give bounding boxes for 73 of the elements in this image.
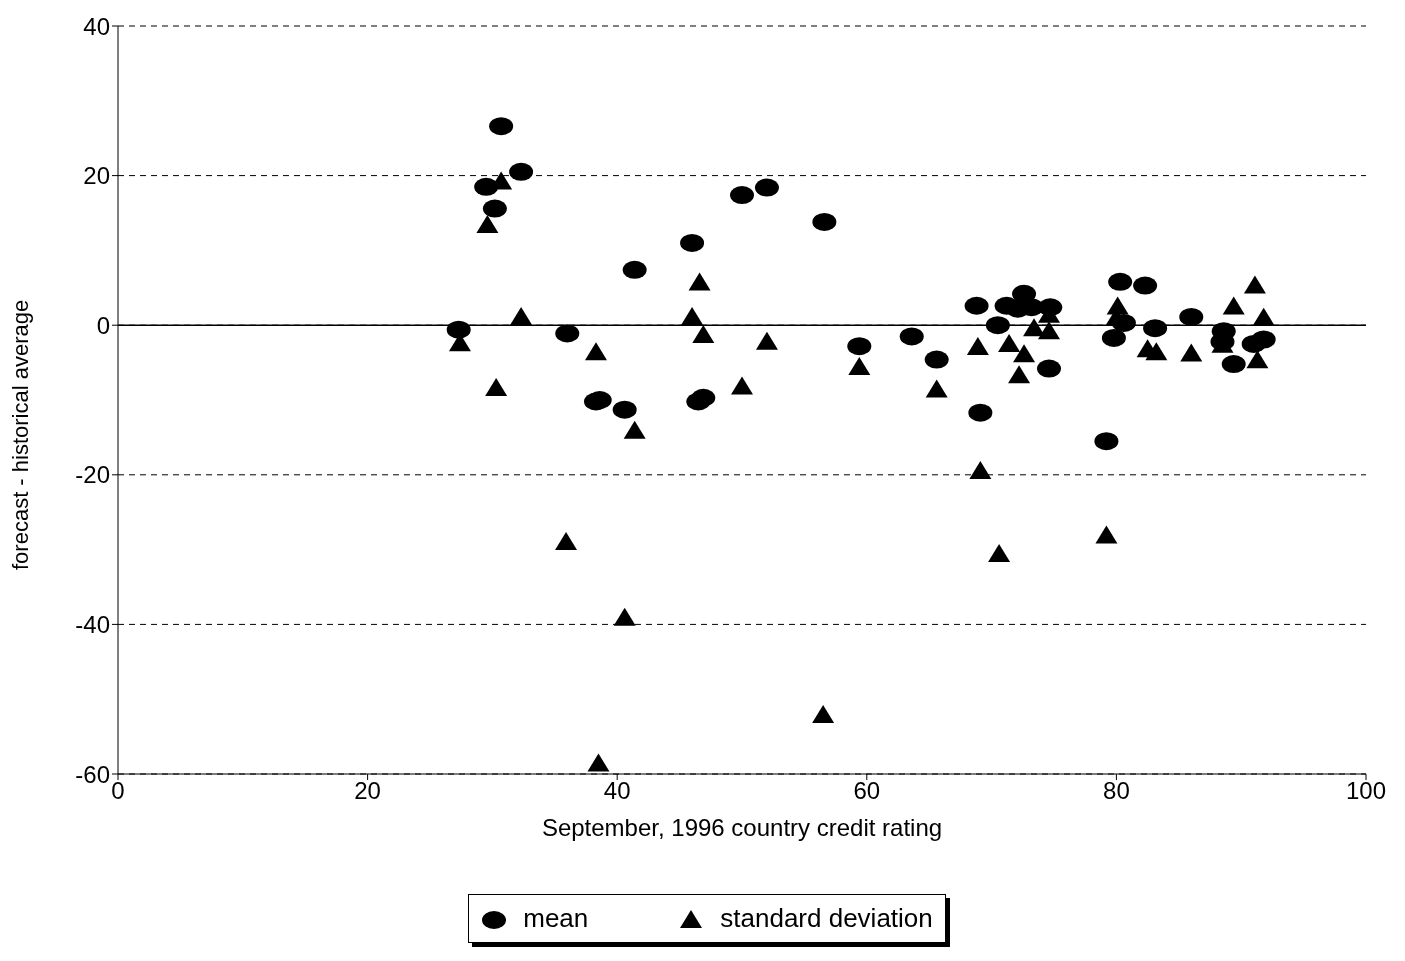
point <box>1108 272 1133 291</box>
x-axis-title: September, 1996 country credit rating <box>541 814 943 841</box>
point <box>613 607 636 626</box>
y-tick-label: -40 <box>75 610 110 638</box>
point <box>446 320 471 339</box>
point <box>476 214 499 233</box>
x-tick-label: 80 <box>1103 777 1130 805</box>
point <box>510 306 533 325</box>
point <box>623 420 646 439</box>
point <box>612 400 637 419</box>
y-tick-label: -60 <box>75 760 110 788</box>
y-tick-label: 20 <box>83 162 110 190</box>
legend-label: standard deviation <box>720 903 933 934</box>
legend-label: mean <box>523 903 589 934</box>
point <box>1246 350 1269 369</box>
point <box>925 379 948 398</box>
point <box>998 333 1021 352</box>
point <box>812 212 837 231</box>
point <box>555 532 578 551</box>
point <box>1222 296 1245 315</box>
point <box>899 327 924 346</box>
point <box>688 272 711 291</box>
point <box>482 199 507 218</box>
point <box>988 544 1011 563</box>
point <box>731 376 753 395</box>
point <box>1013 344 1036 363</box>
x-tick-label: 40 <box>603 777 631 805</box>
y-tick-label: 40 <box>83 12 110 40</box>
point <box>968 403 993 422</box>
point <box>1251 330 1276 349</box>
point <box>964 296 989 315</box>
y-tick-label: -20 <box>75 461 110 489</box>
point <box>1145 342 1168 361</box>
point <box>1143 319 1168 338</box>
x-tick-label: 100 <box>1345 777 1387 805</box>
point <box>1037 359 1062 378</box>
point <box>489 117 514 136</box>
point <box>1221 355 1246 374</box>
point <box>1243 275 1266 294</box>
point <box>985 316 1010 335</box>
point <box>1180 343 1203 362</box>
point <box>730 186 754 205</box>
point <box>848 357 871 376</box>
point <box>754 178 779 197</box>
point <box>622 260 647 279</box>
point <box>847 337 872 356</box>
point <box>1012 284 1037 303</box>
point <box>755 331 778 350</box>
x-tick-label: 60 <box>853 777 881 805</box>
point <box>587 753 610 772</box>
point <box>1094 432 1119 451</box>
point <box>969 461 992 480</box>
point <box>924 350 949 369</box>
point <box>966 336 989 355</box>
x-tick-label: 20 <box>354 777 381 805</box>
point <box>1179 307 1204 326</box>
point <box>680 233 705 252</box>
y-tick-label: 0 <box>96 311 110 339</box>
point <box>584 342 607 361</box>
point <box>555 324 580 343</box>
point <box>1133 276 1158 295</box>
point <box>1008 365 1031 384</box>
point <box>681 306 704 325</box>
point <box>692 324 715 343</box>
point <box>1095 525 1118 544</box>
point <box>509 162 534 181</box>
point <box>1101 328 1126 347</box>
point <box>1252 307 1275 326</box>
point <box>812 704 835 723</box>
point <box>1038 321 1061 340</box>
y-axis-title: forecast - historical average <box>7 299 33 570</box>
point <box>485 378 508 397</box>
point <box>691 388 716 407</box>
